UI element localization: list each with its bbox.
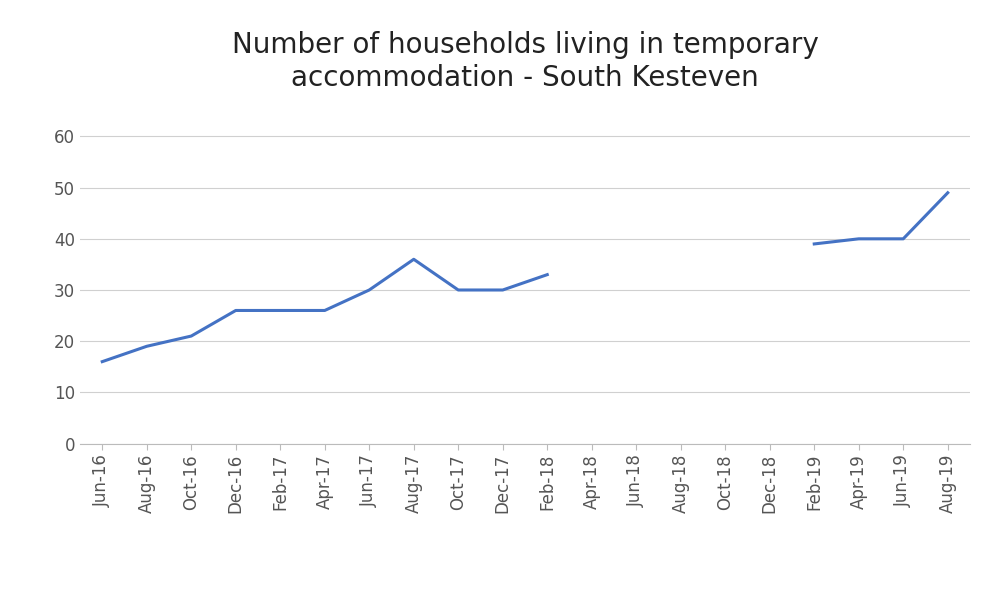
Title: Number of households living in temporary
accommodation - South Kesteven: Number of households living in temporary…: [232, 31, 818, 92]
